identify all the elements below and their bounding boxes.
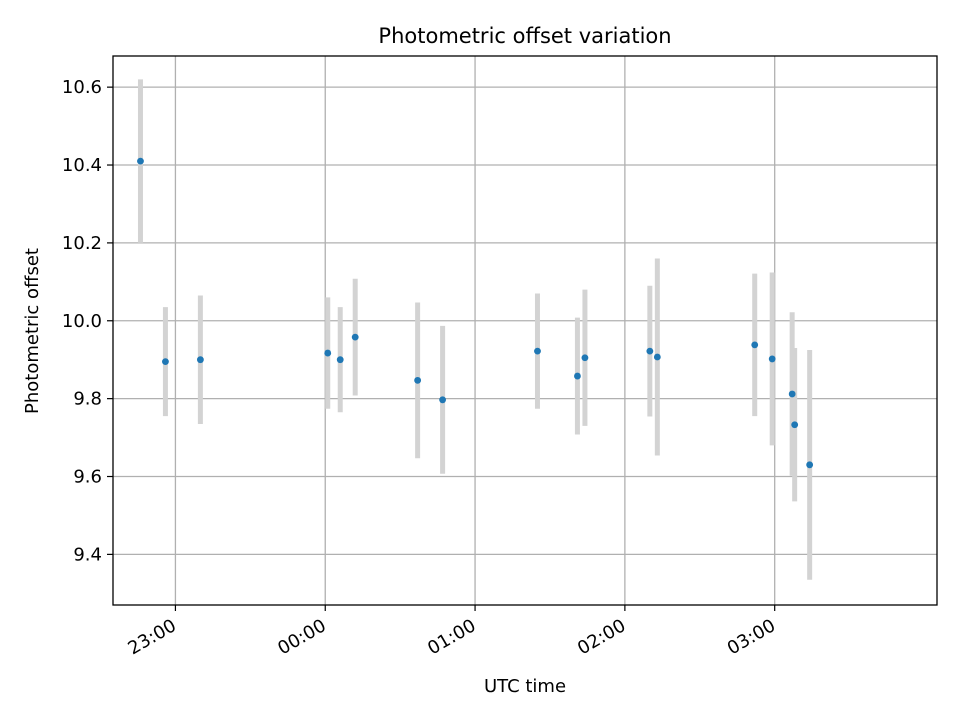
data-point (791, 421, 799, 429)
data-point (646, 347, 654, 355)
y-tick-label: 10.0 (62, 311, 102, 332)
data-point (336, 356, 344, 364)
data-point (162, 358, 169, 366)
y-tick-label: 9.8 (73, 389, 102, 410)
plot-frame (112, 55, 938, 606)
data-point (806, 461, 814, 469)
y-tick-label: 9.4 (73, 544, 102, 565)
y-tick-label: 10.2 (62, 233, 102, 254)
data-point (196, 356, 204, 364)
chart-title: Photometric offset variation (378, 24, 671, 48)
y-axis-label: Photometric offset (22, 248, 43, 414)
data-point (751, 341, 759, 349)
data-point (581, 354, 589, 362)
data-point (414, 376, 422, 384)
y-tick-label: 10.6 (62, 77, 102, 98)
data-point (439, 396, 446, 404)
data-point (534, 347, 541, 355)
y-tick-label: 10.4 (62, 155, 102, 176)
data-points (137, 157, 814, 469)
y-tick-label: 9.6 (73, 467, 102, 488)
data-point (768, 355, 776, 363)
y-axis-ticks: 9.4 9.6 9.8 10.0 10.2 10.4 10.6 (62, 77, 113, 565)
data-point (324, 349, 332, 357)
data-point (137, 157, 144, 165)
data-point (574, 372, 581, 380)
x-axis-label: UTC time (484, 676, 566, 697)
data-point (653, 353, 661, 361)
data-point (351, 333, 359, 341)
data-point (788, 390, 796, 398)
